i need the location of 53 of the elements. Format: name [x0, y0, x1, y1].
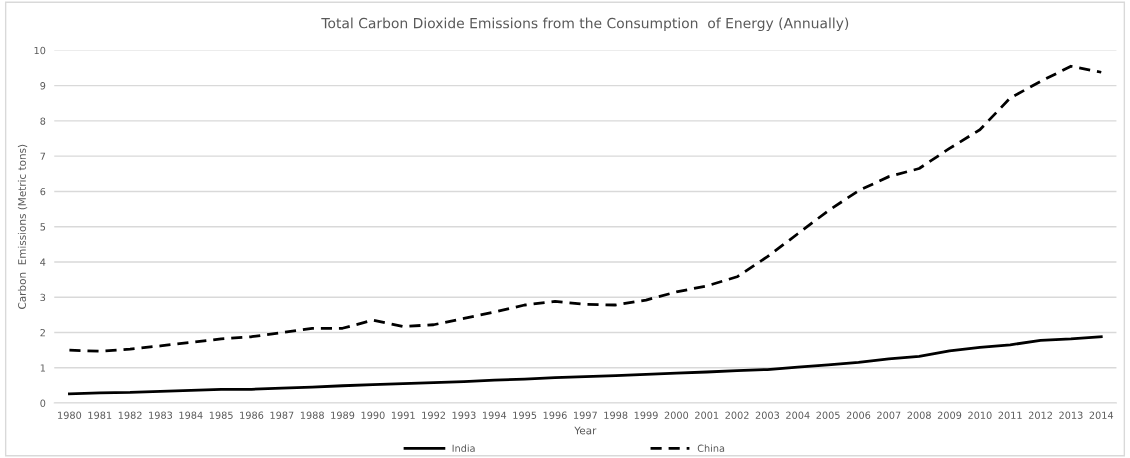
x-tick-label: 1985	[209, 411, 233, 419]
chart-title: Total Carbon Dioxide Emissions from the Consumption of Energy (Annually)	[321, 17, 849, 32]
x-tick-label: 2005	[816, 411, 840, 419]
legend-label: China	[697, 444, 725, 452]
x-tick-label: 1988	[300, 411, 324, 419]
x-tick-label: 1989	[331, 411, 355, 419]
x-tick-label: 2003	[755, 411, 780, 419]
x-tick-label: 2012	[1028, 411, 1052, 419]
x-tick-label: 2007	[877, 411, 901, 419]
x-tick-label: 2010	[968, 411, 992, 419]
x-tick-label: 1990	[361, 411, 385, 419]
x-tick-label: 1999	[634, 411, 658, 419]
y-tick-label: 10	[34, 46, 46, 55]
x-tick-label: 1992	[422, 411, 445, 419]
x-tick-label: 2006	[846, 411, 871, 419]
x-tick-label: 1993	[452, 411, 476, 419]
x-tick-label: 1983	[149, 411, 173, 419]
x-tick-label: 2000	[664, 411, 689, 419]
x-tick-label: 2008	[907, 411, 931, 419]
x-tick-label: 1982	[118, 411, 142, 419]
line-series	[68, 64, 1103, 353]
y-tick-label: 0	[40, 399, 46, 407]
x-tick-label: 2002	[725, 411, 749, 419]
y-tick-label: 6	[40, 187, 46, 196]
y-tick-label: 3	[40, 293, 46, 302]
x-tick-label: 2014	[1089, 411, 1114, 419]
y-tick-label: 2	[40, 328, 45, 337]
x-tick-label: 1980	[58, 411, 82, 419]
x-tick-label: 2013	[1059, 411, 1083, 419]
x-tick-label: 2004	[786, 411, 810, 419]
y-tick-label: 8	[40, 117, 46, 125]
x-tick-label: 2009	[937, 411, 962, 419]
x-tick-label: 1998	[604, 411, 628, 419]
legend-label: India	[452, 444, 475, 452]
y-tick-label: 1	[40, 364, 46, 372]
x-axis-title: Year	[574, 426, 597, 435]
x-tick-label: 1987	[270, 411, 294, 419]
y-tick-label: 4	[40, 258, 46, 266]
x-tick-label: 2011	[998, 411, 1022, 419]
x-tick-label: 1997	[574, 411, 597, 419]
y-tick-label: 9	[40, 82, 46, 90]
x-tick-label: 1995	[513, 411, 537, 419]
x-tick-label: 1996	[543, 411, 567, 419]
line-series	[68, 335, 1103, 396]
x-tick-label: 2001	[695, 411, 719, 419]
y-axis-title: Carbon Emissions (Metric tons)	[17, 144, 28, 309]
y-tick-label: 7	[40, 152, 46, 160]
x-tick-label: 1986	[240, 411, 264, 419]
x-tick-label: 1994	[482, 411, 507, 419]
x-tick-label: 1984	[179, 411, 203, 419]
y-tick-label: 5	[40, 223, 46, 231]
x-tick-label: 1981	[88, 411, 112, 419]
x-tick-label: 1991	[391, 411, 415, 419]
